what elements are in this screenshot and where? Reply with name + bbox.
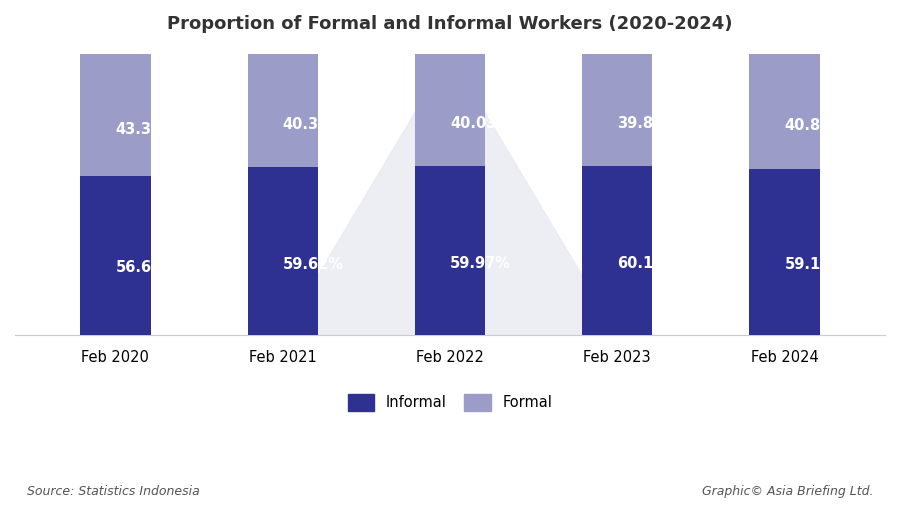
Text: 39.88%: 39.88% xyxy=(617,116,679,131)
Text: 59.17%: 59.17% xyxy=(785,258,846,272)
Bar xyxy=(248,54,318,167)
Bar xyxy=(415,166,485,334)
Bar xyxy=(80,54,150,175)
Bar xyxy=(750,54,820,169)
Text: 59.97%: 59.97% xyxy=(450,256,511,271)
Title: Proportion of Formal and Informal Workers (2020-2024): Proportion of Formal and Informal Worker… xyxy=(167,15,733,33)
Text: Graphic© Asia Briefing Ltd.: Graphic© Asia Briefing Ltd. xyxy=(701,485,873,498)
Bar xyxy=(750,169,820,334)
Text: 40.03%: 40.03% xyxy=(450,116,511,131)
Text: 59.62%: 59.62% xyxy=(283,257,344,272)
Polygon shape xyxy=(283,54,617,334)
Text: 56.64%: 56.64% xyxy=(115,260,176,275)
Text: 40.83%: 40.83% xyxy=(785,117,846,132)
Bar xyxy=(582,54,652,166)
Text: Source: Statistics Indonesia: Source: Statistics Indonesia xyxy=(27,485,200,498)
Bar xyxy=(80,175,150,334)
Text: 40.38%: 40.38% xyxy=(283,117,344,132)
Bar xyxy=(582,166,652,334)
Text: 60.12%: 60.12% xyxy=(617,256,679,271)
Bar xyxy=(248,167,318,334)
Text: 43.36%: 43.36% xyxy=(115,122,176,137)
Bar xyxy=(415,54,485,166)
Legend: Informal, Formal: Informal, Formal xyxy=(341,387,559,418)
